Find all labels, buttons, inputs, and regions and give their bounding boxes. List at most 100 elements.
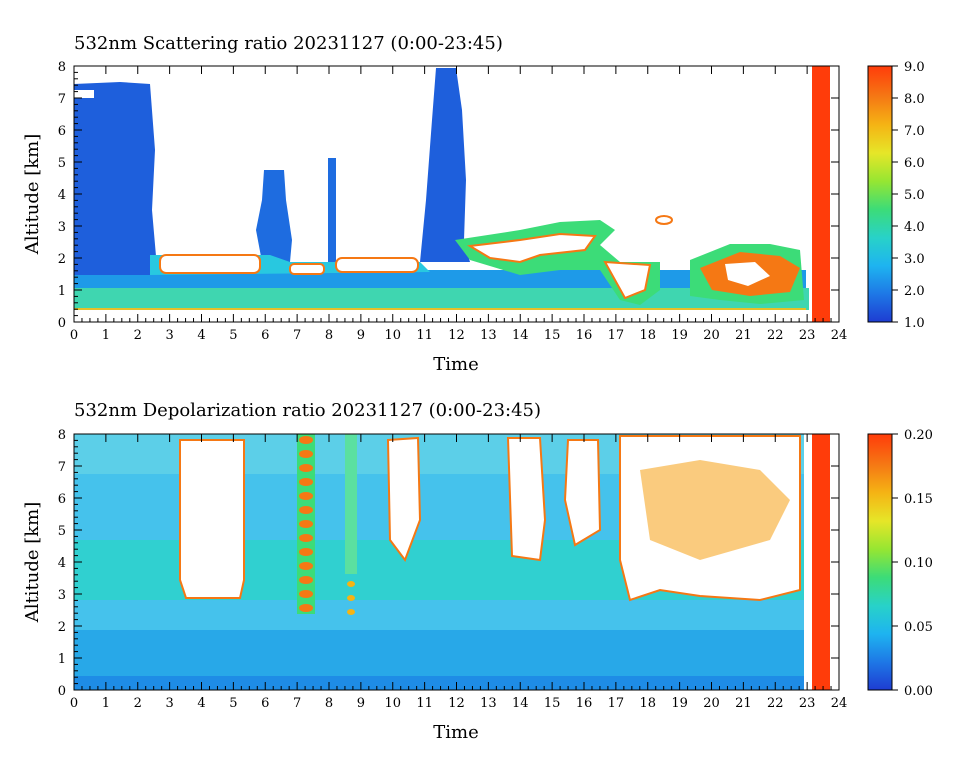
y-tick-label: 4 [58,556,66,571]
y-tick-label: 6 [58,124,66,139]
x-tick-label: 6 [261,696,269,711]
colorbar-tick-label: 0.00 [904,684,933,699]
heatmap-region-high-depol-column [563,439,602,547]
striped-column-dot [299,590,313,598]
x-axis-ticks: 0 1 2 3 4 5 6 7 8 9 10 11 12 13 14 15 16 17 18 19 20 21 22 23 24 [70,434,847,711]
heatmap-region-high-layer-a [159,254,261,274]
colorbar-tick-label: 3.0 [904,252,925,267]
colorbar: 1.0 2.0 3.0 4.0 5.0 6.0 7.0 8.0 9.0 [867,60,925,331]
striped-column-dot [299,436,313,444]
y-axis-ticks: 0 1 2 3 4 5 6 7 8 [58,60,839,331]
x-tick-label: 9 [357,696,365,711]
scattering-ratio-panel: 532nm Scattering ratio 20231127 (0:00-23… [22,33,925,375]
colorbar-ticks: 1.0 2.0 3.0 4.0 5.0 6.0 7.0 8.0 9.0 [892,60,925,331]
heatmap-region-high-depol-column [386,436,422,563]
heatmap-region-tall-cloud-column [420,68,470,262]
x-tick-label: 22 [767,696,784,711]
colorbar-ticks: 0.00 0.05 0.10 0.15 0.20 [892,428,933,699]
x-tick-label: 14 [512,696,529,711]
colorbar-tick-label: 4.0 [904,220,925,235]
y-tick-label: 7 [58,460,66,475]
x-tick-label: 4 [197,696,205,711]
x-tick-label: 24 [831,328,848,343]
x-tick-label: 14 [512,328,529,343]
striped-column-dot [299,520,313,528]
heatmap-region-missing-data-bar [812,434,830,690]
x-tick-label: 17 [608,328,625,343]
colorbar-tick-label: 1.0 [904,316,925,331]
x-tick-label: 0 [70,696,78,711]
y-tick-label: 8 [58,60,66,75]
heatmap-region-high-layer-c [289,263,325,275]
striped-column-dot [299,450,313,458]
x-tick-label: 5 [229,696,237,711]
heatmap-region-missing-data-bar [812,66,830,322]
heatmap-region-dense-cloud-gap [74,90,94,98]
x-tick-label: 10 [384,328,401,343]
x-tick-label: 20 [703,696,720,711]
x-tick-label: 3 [165,328,173,343]
colorbar-tick-label: 0.20 [904,428,933,443]
colorbar-tick-label: 7.0 [904,124,925,139]
x-tick-label: 1 [102,328,110,343]
colorbar-gradient [867,433,893,691]
x-tick-label: 18 [639,696,656,711]
x-tick-label: 16 [576,328,593,343]
depolarization-ratio-panel: 532nm Depolarization ratio 20231127 (0:0… [22,400,933,743]
heatmap-region-cloud-column [256,170,292,262]
y-tick-label: 0 [58,316,66,331]
x-tick-label: 23 [799,328,816,343]
x-tick-label: 11 [416,328,433,343]
striped-column-dot [299,464,313,472]
x-tick-label: 4 [197,328,205,343]
x-tick-label: 2 [134,328,142,343]
x-tick-label: 7 [293,328,301,343]
x-tick-label: 3 [165,696,173,711]
x-tick-label: 7 [293,696,301,711]
y-axis-ticks: 0 1 2 3 4 5 6 7 8 [58,428,839,699]
y-tick-label: 5 [58,156,66,171]
heatmap-plot-area [74,66,830,322]
colorbar-tick-label: 9.0 [904,60,925,75]
y-tick-label: 8 [58,428,66,443]
y-tick-label: 3 [58,220,66,235]
x-tick-label: 19 [671,328,688,343]
x-tick-label: 10 [384,696,401,711]
x-tick-label: 5 [229,328,237,343]
striped-column-dot [347,609,355,615]
x-tick-label: 1 [102,696,110,711]
heatmap-region-striped-column [345,434,357,574]
y-axis-label: Altitude [km] [22,502,43,624]
x-tick-label: 19 [671,696,688,711]
striped-column-dot [299,506,313,514]
colorbar-tick-label: 0.05 [904,620,933,635]
y-tick-label: 7 [58,92,66,107]
y-axis-label: Altitude [km] [22,134,43,256]
heatmap-region-small-cloud [655,215,673,225]
x-tick-label: 21 [735,696,752,711]
heatmap-region-thin-cloud-column [328,158,336,268]
x-tick-label: 9 [357,328,365,343]
colorbar-gradient [867,65,893,323]
heatmap-plot-area [74,434,830,690]
x-tick-label: 24 [831,696,848,711]
y-tick-label: 5 [58,524,66,539]
y-tick-label: 6 [58,492,66,507]
x-tick-label: 0 [70,328,78,343]
x-tick-label: 21 [735,328,752,343]
y-tick-label: 1 [58,652,66,667]
heatmap-region-high-layer-b [335,257,419,273]
x-axis-label: Time [433,722,478,743]
x-tick-label: 8 [325,328,333,343]
x-tick-label: 15 [544,696,561,711]
y-tick-label: 2 [58,252,66,267]
colorbar-tick-label: 5.0 [904,188,925,203]
x-tick-label: 17 [608,696,625,711]
x-axis-ticks: 0 1 2 3 4 5 6 7 8 9 10 11 12 13 14 15 16 17 18 19 20 21 22 23 24 [70,66,847,343]
colorbar-tick-label: 0.15 [904,492,933,507]
x-tick-label: 11 [416,696,433,711]
x-tick-label: 16 [576,696,593,711]
heatmap-region-low-cloud-spot [725,262,770,286]
heatmap-region-broken-high-layer-core [466,232,597,264]
striped-column-dot [299,604,313,612]
